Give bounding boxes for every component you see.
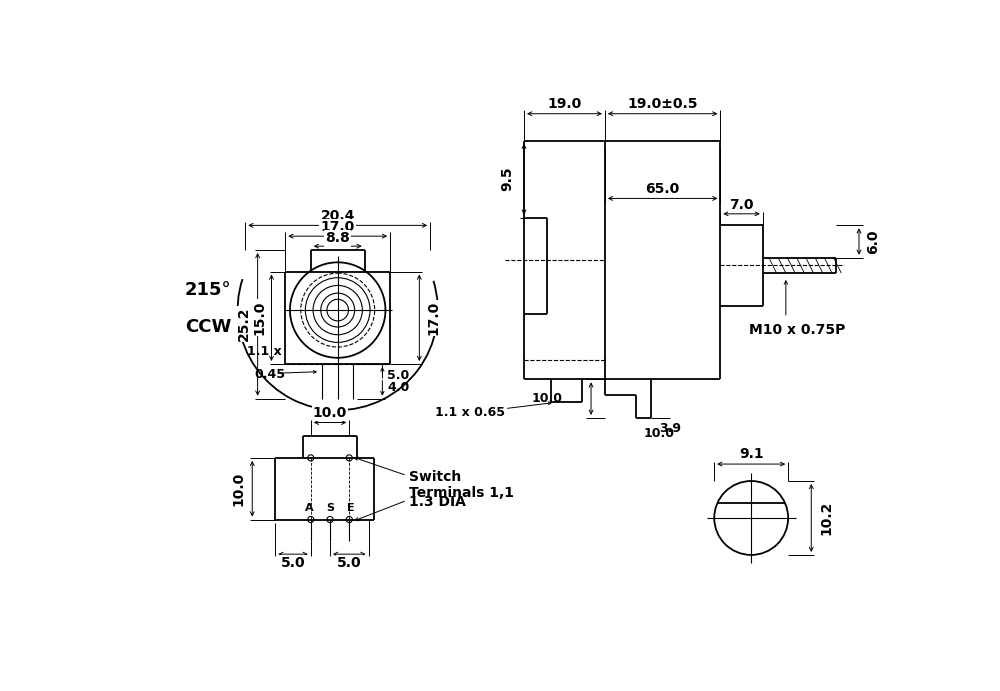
Text: 5.0: 5.0 [281, 556, 305, 570]
Text: 19.0: 19.0 [547, 97, 581, 111]
Text: Switch
Terminals 1,1: Switch Terminals 1,1 [409, 471, 514, 500]
Text: CCW: CCW [185, 318, 232, 336]
Text: 215°: 215° [185, 281, 232, 299]
Text: M10 x 0.75P: M10 x 0.75P [749, 323, 846, 337]
Text: 4.0: 4.0 [387, 381, 409, 394]
Text: 9.1: 9.1 [739, 447, 764, 461]
Text: 1.3 DIA: 1.3 DIA [409, 495, 465, 509]
Text: 17.0: 17.0 [321, 220, 355, 234]
Text: A: A [305, 503, 314, 513]
Text: 10.0: 10.0 [532, 392, 563, 405]
Text: 10.2: 10.2 [820, 501, 834, 535]
Text: 1.1 x 0.65: 1.1 x 0.65 [435, 406, 505, 419]
Text: S: S [326, 503, 334, 513]
Text: 0.45: 0.45 [254, 368, 285, 381]
Text: 10.0: 10.0 [313, 406, 347, 420]
Text: 6.0: 6.0 [866, 229, 880, 254]
Text: 10.0: 10.0 [643, 427, 674, 440]
Text: 5.0: 5.0 [387, 368, 409, 381]
Text: 25.2: 25.2 [237, 307, 251, 341]
Text: 9.5: 9.5 [500, 167, 514, 191]
Text: 20.4: 20.4 [321, 209, 355, 223]
Text: 19.0±0.5: 19.0±0.5 [627, 97, 698, 111]
Text: 15.0: 15.0 [252, 301, 266, 335]
Text: 8.8: 8.8 [325, 231, 350, 245]
Text: 10.0: 10.0 [231, 471, 245, 506]
Text: 7.0: 7.0 [729, 198, 753, 211]
Text: 1.1 x: 1.1 x [247, 345, 282, 358]
Text: 65.0: 65.0 [646, 182, 680, 196]
Text: 5.0: 5.0 [337, 556, 362, 570]
Text: 17.0: 17.0 [426, 301, 440, 335]
Text: E: E [347, 503, 355, 513]
Text: 3.9: 3.9 [659, 422, 681, 435]
